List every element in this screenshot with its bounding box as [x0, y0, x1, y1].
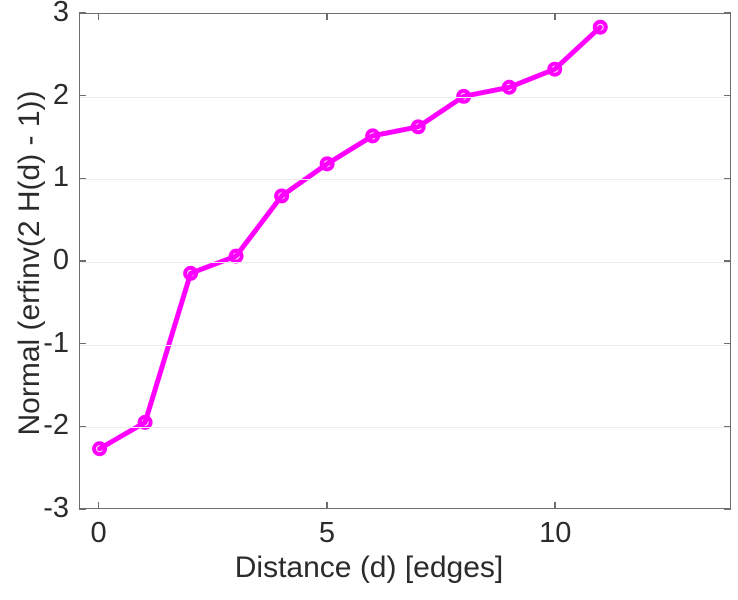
- data-point-marker: [183, 265, 199, 281]
- data-point-marker: [410, 119, 426, 135]
- y-tick-mark: [724, 94, 731, 97]
- data-point-marker: [274, 188, 290, 204]
- data-point-marker: [501, 79, 517, 95]
- x-tick-mark: [554, 13, 556, 20]
- x-tick-label: 10: [539, 517, 572, 549]
- gridline-y: [80, 427, 730, 429]
- data-point-marker: [547, 61, 563, 77]
- series-line: [97, 24, 603, 452]
- y-tick-mark: [79, 260, 86, 262]
- y-tick-label: 1: [52, 161, 69, 194]
- y-tick-label: 0: [52, 244, 69, 276]
- y-tick-mark: [724, 12, 731, 14]
- x-axis-label: Distance (d) [edges]: [234, 551, 504, 584]
- x-tick-label: 5: [318, 517, 335, 549]
- series-markers: [92, 19, 608, 457]
- plot-area: [79, 13, 731, 509]
- y-tick-mark: [79, 12, 86, 14]
- gridline-y: [80, 179, 730, 181]
- data-point-marker: [592, 19, 608, 35]
- data-point-marker: [228, 248, 244, 264]
- y-tick-label: -3: [43, 492, 69, 524]
- y-tick-label: -1: [43, 326, 69, 359]
- y-tick-mark: [79, 425, 86, 428]
- data-point-marker: [92, 441, 108, 457]
- x-tick-mark: [326, 13, 328, 20]
- y-tick-mark: [724, 425, 731, 428]
- x-tick-mark: [326, 502, 328, 509]
- y-tick-mark: [724, 342, 731, 345]
- y-tick-mark: [79, 342, 86, 345]
- y-tick-mark: [724, 177, 731, 180]
- data-point-marker: [456, 88, 472, 104]
- y-tick-label: -2: [43, 409, 69, 442]
- y-axis-label: Normal (erfinv(2 H(d) - 1)): [13, 90, 46, 436]
- y-tick-mark: [724, 508, 731, 510]
- gridline-y: [80, 262, 730, 263]
- y-tick-mark: [79, 94, 86, 97]
- y-tick-label: 2: [52, 78, 69, 111]
- x-tick-label: 0: [90, 517, 107, 549]
- x-tick-mark: [554, 502, 556, 509]
- y-tick-mark: [79, 177, 86, 180]
- data-point-marker: [319, 156, 335, 172]
- gridline-y: [80, 96, 730, 98]
- data-series-svg: [92, 19, 608, 457]
- gridline-y: [80, 344, 730, 346]
- data-point-marker: [365, 128, 381, 144]
- y-tick-label: 3: [52, 0, 69, 28]
- x-tick-mark: [97, 502, 100, 509]
- x-tick-mark: [97, 13, 100, 20]
- y-tick-mark: [79, 508, 86, 510]
- y-tick-mark: [724, 260, 731, 262]
